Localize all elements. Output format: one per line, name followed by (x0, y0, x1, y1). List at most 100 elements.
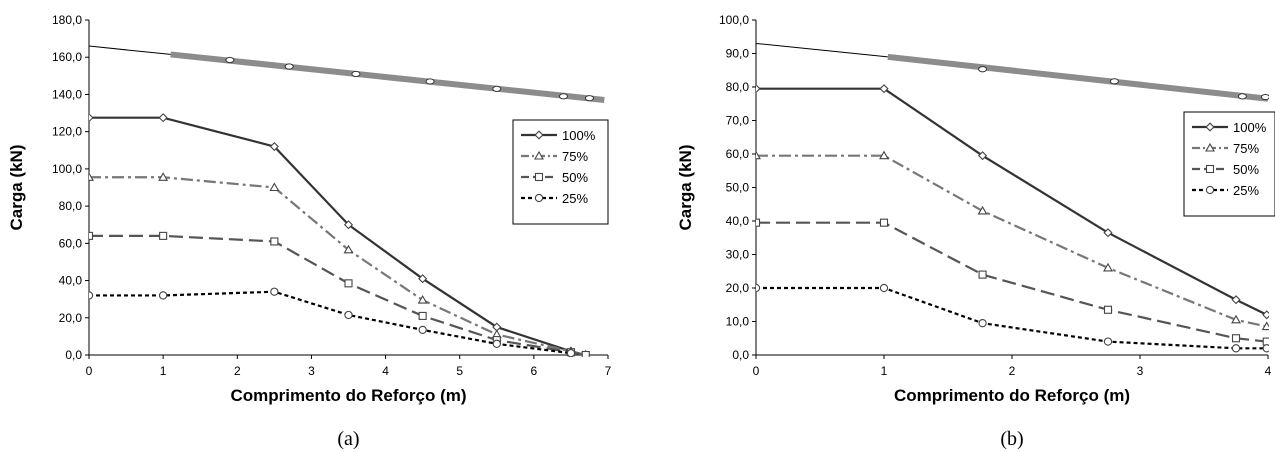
data-point (158, 113, 168, 123)
chart-panel-b: 0,0 10,0 20,0 30,0 40,0 50,0 60,0 70,0 80,0 90,0 1… (660, 0, 1275, 452)
data-point (269, 182, 280, 192)
upper-envelope-marker (978, 66, 988, 73)
data-point (1103, 305, 1113, 314)
data-point (344, 310, 353, 320)
data-point (1231, 295, 1241, 305)
data-point (977, 205, 988, 215)
series-line-100pct (756, 87, 1268, 316)
data-point (566, 348, 576, 357)
legend-marker (1205, 142, 1215, 152)
y-tick-label: 20,0 (726, 281, 750, 295)
x-tick-label: 3 (308, 364, 315, 378)
data-point (1262, 310, 1269, 320)
y-tick-label: 50,0 (726, 181, 750, 195)
y-tick-label: 60,0 (59, 236, 83, 250)
data-point (756, 150, 761, 160)
data-point (978, 319, 987, 328)
data-point (492, 339, 501, 348)
y-tick-label: 0,0 (732, 348, 749, 362)
series-line-75pct (89, 176, 587, 357)
data-point (417, 294, 428, 304)
data-point (1231, 334, 1241, 343)
x-tick-label: 1 (881, 364, 888, 378)
data-point (1231, 314, 1241, 324)
legend: 100% 75% 50% 25% (512, 119, 609, 225)
upper-envelope-thin-line (756, 42, 888, 58)
series-line-25pct (756, 286, 1267, 350)
data-point (344, 279, 353, 288)
y-tick-label: 0,0 (65, 348, 82, 362)
data-point (756, 84, 761, 94)
legend-label: 75% (1233, 141, 1259, 156)
upper-envelope-marker (351, 70, 361, 78)
y-tick-label: 180,0 (52, 13, 82, 27)
plot-area (89, 45, 605, 357)
upper-envelope-thick-line (170, 51, 605, 104)
y-tick-label: 100,0 (719, 13, 749, 27)
upper-envelope-marker (1109, 78, 1119, 85)
series-line-50pct (89, 234, 586, 357)
data-point (977, 151, 988, 161)
legend-marker (1205, 185, 1215, 195)
data-point (343, 220, 354, 230)
data-point (89, 172, 94, 181)
y-tick-label: 40,0 (59, 274, 83, 288)
legend-label: 100% (1233, 120, 1267, 135)
y-tick-label: 160,0 (52, 50, 82, 64)
data-point (270, 237, 279, 246)
chart-a-svg: 0,0 20,0 40,0 60,0 80,0 100,0 120,0 140,0 160,0 1… (7, 13, 612, 450)
data-point (418, 325, 427, 335)
legend: 100% 75% 50% 25% (1183, 111, 1275, 217)
upper-envelope-marker (1237, 93, 1247, 100)
upper-envelope-marker (284, 63, 294, 70)
series-line-75pct (756, 154, 1267, 328)
legend-label: 100% (562, 128, 596, 143)
upper-envelope-marker (225, 56, 235, 64)
x-tick-label: 4 (382, 364, 389, 378)
data-point (89, 113, 94, 123)
data-point (1262, 337, 1269, 346)
y-tick-label: 80,0 (59, 199, 83, 213)
legend-marker (534, 150, 544, 160)
upper-envelope-marker (559, 93, 569, 100)
data-point (158, 291, 168, 300)
data-point (89, 231, 94, 240)
y-axis-title: Carga (kN) (676, 145, 695, 231)
data-point (879, 283, 889, 293)
data-point (158, 172, 169, 181)
legend-label: 75% (562, 149, 588, 164)
data-point (879, 150, 889, 160)
x-tick-label: 5 (456, 364, 463, 378)
x-tick-label: 7 (605, 364, 612, 378)
y-tick-label: 80,0 (726, 80, 750, 94)
y-tick-label: 40,0 (726, 214, 750, 228)
legend-box (1183, 111, 1275, 217)
chart-panel-a: 0,0 20,0 40,0 60,0 80,0 100,0 120,0 140,0 160,0 1… (0, 0, 620, 452)
y-tick-label: 70,0 (726, 114, 750, 128)
legend-box (512, 119, 609, 225)
x-tick-label: 6 (531, 364, 538, 378)
data-point (1262, 344, 1269, 353)
upper-envelope-marker (584, 95, 594, 102)
plot-area (756, 42, 1269, 353)
x-axis-title: Comprimento do Reforço (m) (230, 386, 466, 405)
data-point (581, 350, 590, 357)
legend-marker (534, 193, 544, 203)
figure-caption: (b) (1000, 428, 1023, 450)
data-point (1103, 228, 1113, 238)
data-point (756, 218, 761, 227)
data-point (269, 141, 279, 152)
x-axis-title: Comprimento do Reforço (m) (894, 386, 1130, 405)
data-point (756, 283, 761, 293)
data-point (159, 231, 168, 240)
legend-label: 25% (1233, 183, 1259, 198)
upper-envelope-thin-line (89, 45, 171, 55)
y-tick-label: 10,0 (726, 315, 750, 329)
data-point (1231, 344, 1241, 353)
legend-marker (534, 130, 544, 140)
y-tick-label: 120,0 (52, 125, 82, 139)
x-tick-label: 3 (1137, 364, 1144, 378)
upper-envelope-marker (1260, 93, 1269, 101)
data-point (1103, 262, 1113, 272)
upper-envelope-marker (492, 85, 502, 92)
